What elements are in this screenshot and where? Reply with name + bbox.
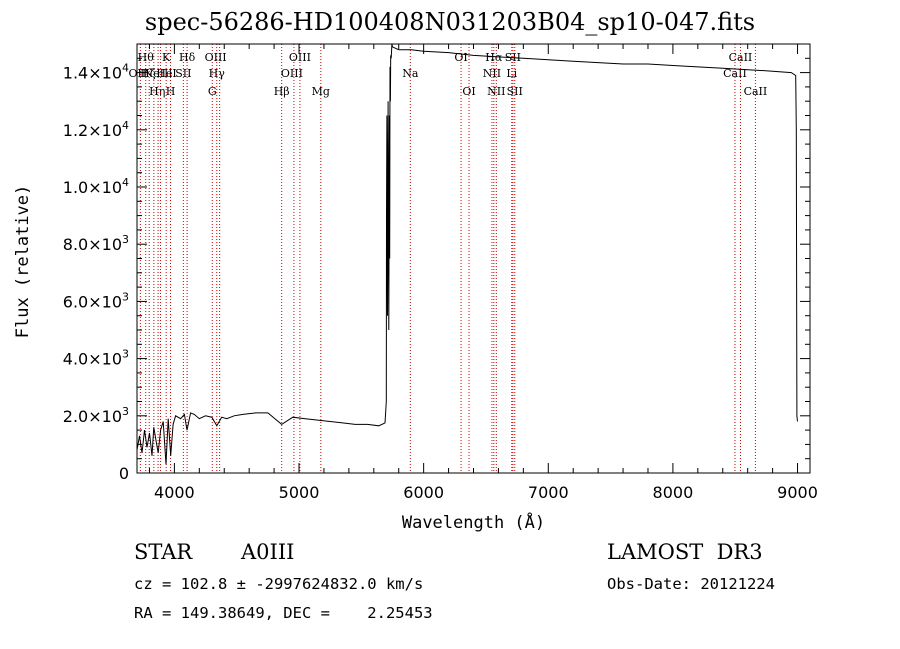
emission-line-markers: OIIHθHηHζNeIIIHeIKHSIIHδGHγOIIIHβOIIIOII… (129, 44, 768, 473)
x-tick-label: 8000 (653, 483, 694, 502)
y-tick-exponent: 3 (122, 348, 129, 361)
line-marker-label-18: OI (454, 51, 467, 64)
y-tick-label: 8.0×103 (63, 233, 129, 254)
y-tick-label: 2.0×103 (63, 405, 129, 426)
plot-frame (136, 43, 811, 474)
line-marker-label-28: CaII (744, 85, 768, 98)
y-tick-base: 8.0×10 (63, 235, 122, 254)
y-tick-label: 6.0×103 (63, 290, 129, 311)
y-axis-label: Flux (relative) (13, 185, 33, 339)
line-marker-label-20: NII (483, 67, 501, 80)
line-marker-label-2: Hη (149, 85, 165, 98)
line-marker-label-16: Mg (312, 85, 330, 98)
line-marker-label-13: Hβ (274, 85, 290, 98)
y-tick-exponent: 3 (122, 405, 129, 418)
y-tick-exponent: 3 (122, 233, 129, 246)
y-tick-base: 0 (119, 464, 129, 483)
object-class: STAR (134, 540, 193, 564)
line-marker-label-10: G (208, 85, 217, 98)
line-marker-label-21: Hα (485, 51, 503, 64)
y-tick-base: 1.4×10 (63, 64, 122, 83)
line-marker-label-14: OIII (281, 67, 303, 80)
chart-title: spec-56286-HD100408N031203B04_sp10-047.f… (144, 8, 756, 36)
line-marker-label-17: Na (402, 67, 419, 80)
y-tick-exponent: 4 (122, 119, 129, 132)
y-tick-exponent: 3 (122, 290, 129, 303)
line-marker-label-27: CaII (729, 51, 753, 64)
line-marker-label-25: SII (507, 85, 523, 98)
line-marker-label-26: CaII (723, 67, 747, 80)
line-marker-label-3: Hζ (140, 67, 156, 80)
y-tick-label: 1.2×104 (63, 119, 129, 140)
y-tick-base: 1.0×10 (63, 178, 122, 197)
line-marker-label-22: NII (487, 85, 505, 98)
redshift-info: cz = 102.8 ± -2997624832.0 km/s (134, 575, 424, 593)
line-marker-label-4: NeIII (143, 67, 172, 80)
line-marker-label-8: SII (175, 67, 191, 80)
line-marker-label-11: Hγ (209, 67, 226, 80)
line-marker-label-7: H (166, 85, 176, 98)
axis-ticks: 4000 5000 6000 7000 8000 900002.0×1034.0×1036… (63, 43, 818, 502)
x-axis-label: Wavelength (Å) (402, 511, 545, 533)
line-marker-label-6: K (162, 51, 171, 64)
x-tick-label: 9000 (777, 483, 818, 502)
y-tick-label: 0 (119, 464, 129, 483)
obs-date: Obs-Date: 20121224 (607, 575, 775, 593)
ra-dec: RA = 149.38649, DEC = 2.25453 (134, 604, 433, 622)
line-marker-label-15: OIII (289, 51, 311, 64)
x-tick-label: 6000 (403, 483, 444, 502)
y-tick-base: 4.0×10 (63, 350, 122, 369)
object-subclass: A0III (241, 540, 295, 564)
y-tick-exponent: 4 (122, 176, 129, 189)
y-tick-exponent: 4 (122, 62, 129, 75)
x-tick-label: 4000 (154, 483, 195, 502)
y-tick-label: 1.0×104 (63, 176, 129, 197)
y-tick-base: 2.0×10 (63, 407, 122, 426)
line-marker-label-12: OIII (205, 51, 227, 64)
line-marker-label-19: OI (462, 85, 475, 98)
y-tick-label: 4.0×103 (63, 348, 129, 369)
y-tick-label: 1.4×104 (63, 62, 129, 83)
y-tick-base: 6.0×10 (63, 292, 122, 311)
line-marker-label-1: Hθ (138, 51, 155, 64)
x-tick-label: 7000 (528, 483, 569, 502)
line-marker-label-9: Hδ (179, 51, 196, 64)
flux-series-line (136, 43, 798, 465)
y-tick-base: 1.2×10 (63, 121, 122, 140)
line-marker-label-23: Li (506, 67, 517, 80)
survey-name: LAMOST DR3 (607, 540, 763, 564)
line-marker-label-5: HeI (156, 67, 176, 80)
x-tick-label: 5000 (279, 483, 320, 502)
